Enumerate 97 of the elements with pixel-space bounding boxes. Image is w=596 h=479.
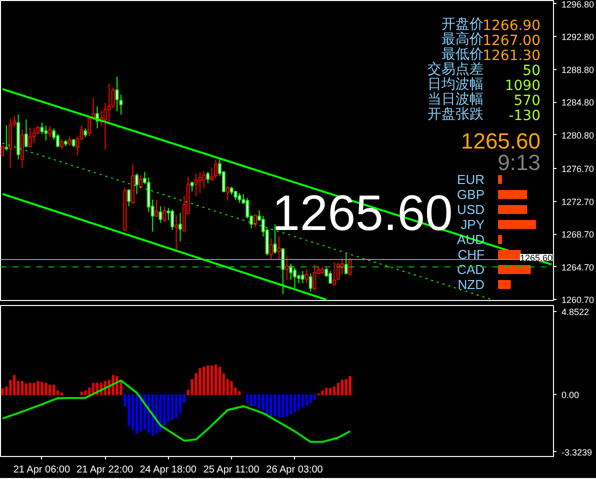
line-series (1, 379, 352, 443)
candlestick (139, 174, 142, 189)
annotation: 570 (514, 93, 541, 109)
candlestick (348, 257, 352, 276)
candlestick (277, 236, 281, 260)
candlestick (202, 170, 206, 189)
candlestick (119, 94, 123, 115)
y-tick-label: 1292.80 (562, 32, 594, 42)
y-tick-label: 1272.70 (562, 196, 594, 207)
bar (498, 220, 536, 229)
candlestick (332, 261, 336, 286)
candlestick (107, 82, 111, 122)
annotation: 开盘价 (442, 16, 484, 32)
candlestick (170, 209, 174, 231)
candlestick (194, 172, 198, 197)
candlestick (158, 206, 162, 224)
candlestick (293, 267, 296, 289)
annotation: 最高价 (442, 32, 484, 48)
y-tick-label: NZD (458, 277, 484, 292)
candlestick (328, 270, 332, 284)
candlestick (162, 206, 166, 222)
annotation: 交易点差 (428, 62, 484, 78)
candlestick (178, 212, 182, 242)
y-tick-label: GBP (457, 187, 485, 202)
candlestick (32, 127, 36, 144)
y-tick-label: EUR (457, 172, 485, 187)
bar (498, 265, 531, 274)
candlestick (40, 122, 44, 135)
candlestick (206, 171, 210, 184)
candlestick (174, 214, 178, 253)
y-tick-label: 1264.70 (562, 262, 594, 272)
candlestick (24, 118, 28, 148)
candlestick (254, 214, 257, 228)
candlestick (84, 128, 88, 138)
y-tick-label: 1268.70 (562, 230, 594, 240)
y-tick-label: CAD (457, 262, 485, 277)
x-tick-label: 21 Apr 06:00 (13, 464, 70, 476)
annotation: 1267.00 (482, 33, 541, 49)
x-tick-label: 25 Apr 11:00 (203, 464, 260, 476)
y-tick-label: 1284.80 (562, 98, 594, 108)
annotation: -130 (508, 108, 541, 124)
bar (498, 205, 528, 214)
candlestick (226, 186, 230, 201)
y-tick-label: USD (457, 202, 485, 217)
candlestick (154, 199, 158, 218)
candlestick (300, 270, 304, 284)
annotation: 1261.30 (482, 48, 541, 64)
candlestick (48, 125, 52, 138)
annotation: 1090 (504, 78, 541, 94)
candlestick (127, 189, 131, 207)
candlestick (269, 238, 273, 260)
annotation: 1266.90 (482, 18, 541, 34)
y-tick-label: -3.3239 (562, 447, 592, 458)
annotation: 50 (522, 63, 541, 79)
annotation: 日均波幅 (428, 76, 484, 92)
candlestick (68, 136, 72, 146)
candlestick (8, 118, 12, 168)
annotation: 最低价 (442, 46, 484, 62)
bar (498, 280, 511, 289)
candlestick (344, 253, 348, 275)
y-tick-label: JPY (460, 217, 485, 232)
y-tick-label: 4.8522 (562, 306, 590, 317)
y-tick-label: 1288.80 (562, 64, 594, 75)
candlestick (281, 248, 285, 294)
bar (498, 190, 528, 199)
candlestick (214, 159, 218, 178)
candlestick (289, 263, 293, 281)
candlestick (60, 138, 64, 150)
candlestick (285, 256, 289, 281)
x-tick-label: 21 Apr 22:00 (76, 464, 134, 476)
y-tick-label: 1260.70 (562, 295, 594, 306)
y-tick-label: CHF (458, 247, 485, 262)
candlestick (44, 125, 48, 142)
ref-line-label: 1265.60 (520, 253, 553, 264)
x-tick-label: 26 Apr 03:00 (266, 464, 324, 476)
bar (498, 175, 502, 184)
candlestick (198, 172, 202, 194)
candlestick (312, 264, 316, 290)
x-tick-label: 24 Apr 18:00 (140, 464, 197, 476)
candlestick (210, 167, 214, 182)
candlestick (28, 127, 32, 148)
bar (498, 250, 521, 259)
y-tick-label: 1296.80 (562, 0, 594, 10)
y-tick-label: 1276.70 (562, 164, 594, 174)
y-tick-label: 0.00 (562, 390, 580, 400)
candlestick (190, 181, 194, 192)
annotation: 当日波幅 (428, 92, 484, 108)
y-tick-label: 1280.80 (562, 130, 594, 140)
candlestick (308, 272, 312, 292)
bar (498, 235, 502, 244)
candlestick (238, 192, 242, 204)
candlestick (135, 172, 138, 194)
candlestick (304, 268, 308, 284)
candlestick (111, 86, 115, 108)
candlestick (234, 190, 238, 200)
annotation: 开盘张跌 (428, 106, 484, 122)
candlestick (336, 262, 340, 281)
